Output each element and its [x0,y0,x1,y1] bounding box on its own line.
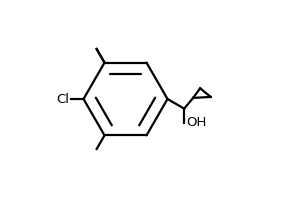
Text: Cl: Cl [56,92,70,106]
Text: OH: OH [186,116,206,129]
